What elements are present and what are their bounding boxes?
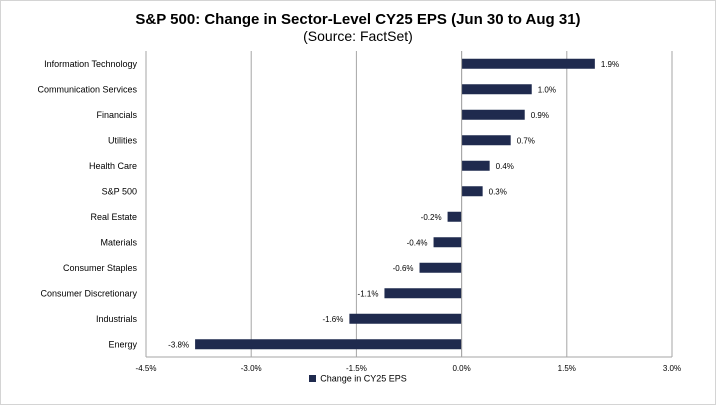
x-tick-label: 3.0% bbox=[663, 364, 681, 373]
chart-subtitle: (Source: FactSet) bbox=[303, 28, 413, 44]
category-label: S&P 500 bbox=[102, 186, 137, 196]
bar bbox=[461, 109, 525, 120]
data-label: -0.2% bbox=[421, 213, 442, 222]
category-label: Industrials bbox=[96, 314, 138, 324]
bar bbox=[419, 262, 462, 273]
bar bbox=[384, 288, 462, 299]
bar bbox=[461, 186, 483, 197]
category-label: Utilities bbox=[108, 135, 138, 145]
data-label: 0.9% bbox=[531, 111, 549, 120]
data-label: -1.1% bbox=[358, 289, 379, 298]
bar bbox=[195, 339, 462, 350]
x-tick-label: 0.0% bbox=[452, 364, 470, 373]
category-label: Health Care bbox=[89, 161, 137, 171]
bar bbox=[461, 135, 511, 146]
data-label: 0.7% bbox=[517, 136, 535, 145]
category-label: Communication Services bbox=[37, 84, 137, 94]
bar bbox=[461, 84, 532, 95]
category-label: Financials bbox=[96, 110, 137, 120]
category-label: Real Estate bbox=[90, 212, 137, 222]
x-tick-label: 1.5% bbox=[558, 364, 576, 373]
data-label: 1.0% bbox=[538, 85, 556, 94]
x-tick-label: -3.0% bbox=[241, 364, 262, 373]
x-tick-label: -4.5% bbox=[136, 364, 157, 373]
data-label: -1.6% bbox=[322, 315, 343, 324]
x-tick-label: -1.5% bbox=[346, 364, 367, 373]
bar bbox=[447, 211, 462, 222]
data-label: -0.4% bbox=[407, 238, 428, 247]
chart-title: S&P 500: Change in Sector-Level CY25 EPS… bbox=[135, 11, 581, 28]
data-label: 1.9% bbox=[601, 60, 619, 69]
bar bbox=[461, 58, 595, 69]
data-label: -0.6% bbox=[393, 264, 414, 273]
chart-legend: Change in CY25 EPS bbox=[0, 373, 716, 384]
category-label: Energy bbox=[108, 339, 137, 349]
category-label: Materials bbox=[100, 237, 137, 247]
category-label: Information Technology bbox=[44, 59, 137, 69]
data-label: 0.4% bbox=[496, 162, 514, 171]
data-label: 0.3% bbox=[489, 187, 507, 196]
category-label: Consumer Discretionary bbox=[40, 288, 137, 298]
bar bbox=[433, 237, 462, 248]
data-label: -3.8% bbox=[168, 340, 189, 349]
legend-label: Change in CY25 EPS bbox=[320, 373, 407, 384]
category-label: Consumer Staples bbox=[63, 263, 138, 273]
bar bbox=[461, 160, 490, 171]
bar bbox=[349, 313, 462, 324]
legend-swatch bbox=[309, 375, 317, 383]
